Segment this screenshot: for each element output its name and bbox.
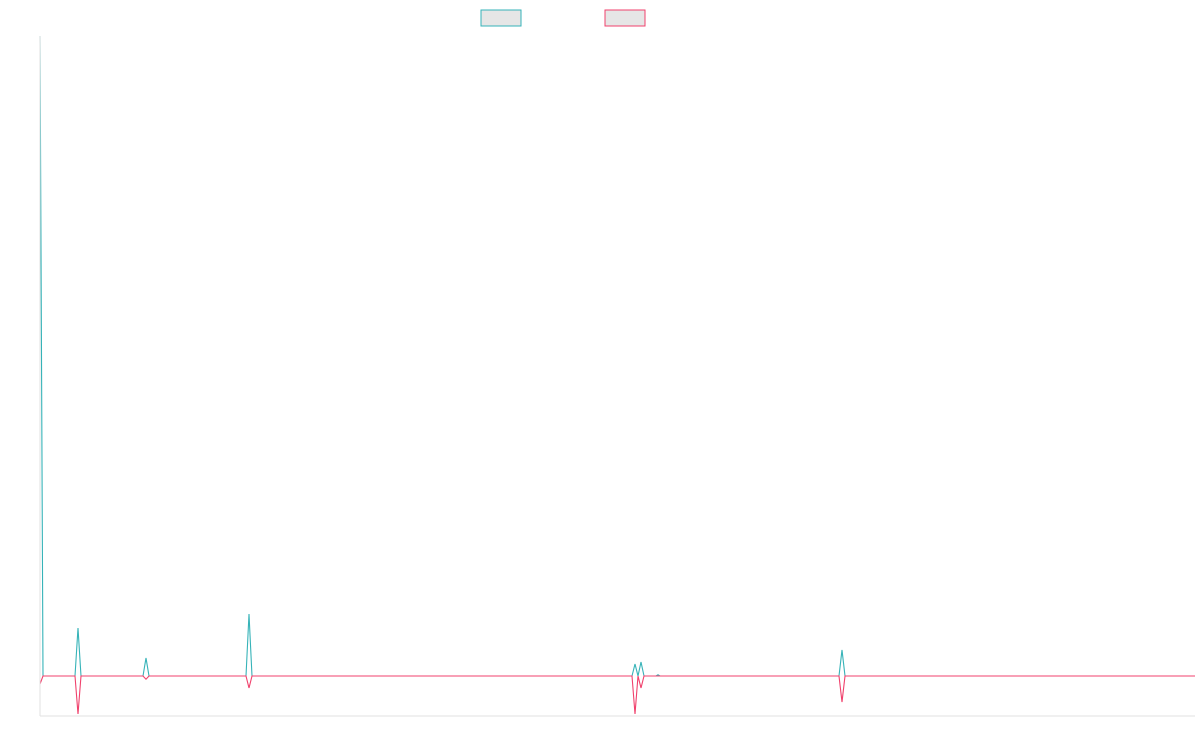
chart-legend bbox=[480, 9, 646, 27]
series-layer bbox=[39, 35, 1195, 715]
legend-swatch-1 bbox=[480, 9, 522, 27]
legend-item-2[interactable] bbox=[604, 9, 646, 27]
axes-layer bbox=[39, 36, 1195, 717]
legend-swatch-2 bbox=[604, 9, 646, 27]
legend-item-1[interactable] bbox=[480, 9, 522, 27]
series-line-1 bbox=[39, 35, 1195, 677]
series-line-2 bbox=[39, 675, 1195, 715]
